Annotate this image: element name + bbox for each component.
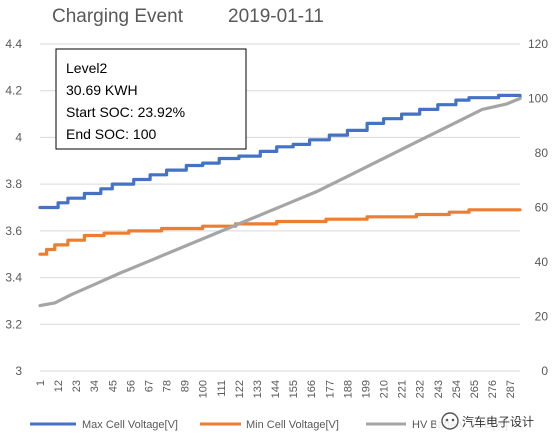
x-tick-label: 67 — [143, 380, 155, 392]
y-left-tick-label: 3.8 — [5, 177, 22, 191]
x-tick-label: 1 — [35, 380, 47, 386]
x-tick-label: 155 — [288, 380, 300, 398]
x-tick-label: 133 — [252, 380, 264, 398]
series-lines — [38, 93, 522, 308]
chart-date: 2019-01-11 — [228, 6, 324, 27]
y-right-tick-label: 100 — [528, 92, 548, 106]
chart-title: Charging Event — [52, 6, 184, 27]
x-tick-label: 111 — [216, 380, 228, 397]
x-tick-label: 265 — [469, 380, 481, 398]
x-tick-label: 89 — [180, 380, 192, 392]
watermark-backdrop — [436, 408, 558, 434]
x-axis-ticks: 1 12 23 34 45 56 67 78 89 100 111 122 133 144 155 166 17… — [35, 380, 517, 398]
series-line-hv-battery-soc — [38, 96, 522, 308]
y-right-tick-label: 0 — [541, 364, 548, 378]
x-tick-label: 12 — [53, 380, 65, 392]
y-axis-left-ticks: 3 3.2 3.4 3.6 3.8 4 4.2 4.4 — [5, 37, 22, 378]
wechat-logo-icon — [441, 412, 459, 430]
x-tick-label: 122 — [234, 380, 246, 398]
x-tick-label: 232 — [415, 380, 427, 398]
x-tick-label: 188 — [342, 380, 354, 398]
x-tick-label: 199 — [360, 380, 372, 398]
y-left-tick-label: 4 — [15, 130, 22, 144]
y-left-tick-label: 3.6 — [5, 224, 22, 238]
y-left-tick-label: 3.4 — [5, 271, 22, 285]
info-energy: 30.69 KWH — [66, 82, 138, 98]
y-left-tick-label: 3.2 — [5, 317, 22, 331]
info-start-soc: Start SOC: 23.92% — [66, 104, 185, 120]
x-tick-label: 56 — [125, 380, 137, 392]
x-tick-label: 144 — [270, 380, 282, 398]
y-right-tick-label: 20 — [535, 310, 549, 324]
info-end-soc: End SOC: 100 — [66, 126, 156, 142]
x-tick-label: 166 — [306, 380, 318, 398]
watermark: 汽车电子设计 — [436, 408, 558, 434]
info-box-frame — [55, 48, 247, 150]
x-tick-label: 287 — [505, 380, 517, 398]
x-tick-label: 177 — [324, 380, 336, 398]
series-line-min-cell-voltage — [38, 208, 522, 256]
y-left-tick-label: 4.2 — [5, 84, 22, 98]
y-right-tick-label: 60 — [535, 201, 549, 215]
info-level: Level2 — [66, 60, 107, 76]
y-left-tick-label: 3 — [15, 364, 22, 378]
y-right-tick-label: 80 — [535, 146, 549, 160]
x-tick-label: 276 — [487, 380, 499, 398]
legend-label-max-voltage: Max Cell Voltage[V] — [82, 419, 178, 431]
legend-label-min-voltage: Min Cell Voltage[V] — [246, 419, 339, 431]
y-axis-right-ticks: 0 20 40 60 80 100 120 — [528, 37, 548, 378]
x-tick-label: 210 — [379, 380, 391, 398]
x-tick-label: 45 — [107, 380, 119, 392]
x-tick-label: 100 — [198, 380, 210, 398]
x-tick-label: 78 — [162, 380, 174, 392]
series-line-max-cell-voltage — [38, 93, 522, 210]
y-left-tick-label: 4.4 — [5, 37, 22, 51]
gridlines — [40, 43, 520, 372]
info-box: Level2 30.69 KWH Start SOC: 23.92% End S… — [55, 48, 247, 150]
watermark-text: 汽车电子设计 — [462, 414, 534, 429]
y-right-tick-label: 120 — [528, 37, 548, 51]
x-tick-label: 243 — [433, 380, 445, 398]
x-tick-label: 34 — [89, 380, 101, 392]
x-tick-label: 221 — [397, 380, 409, 398]
x-tick-label: 254 — [451, 380, 463, 398]
y-right-tick-label: 40 — [535, 255, 549, 269]
x-tick-label: 23 — [71, 380, 83, 392]
